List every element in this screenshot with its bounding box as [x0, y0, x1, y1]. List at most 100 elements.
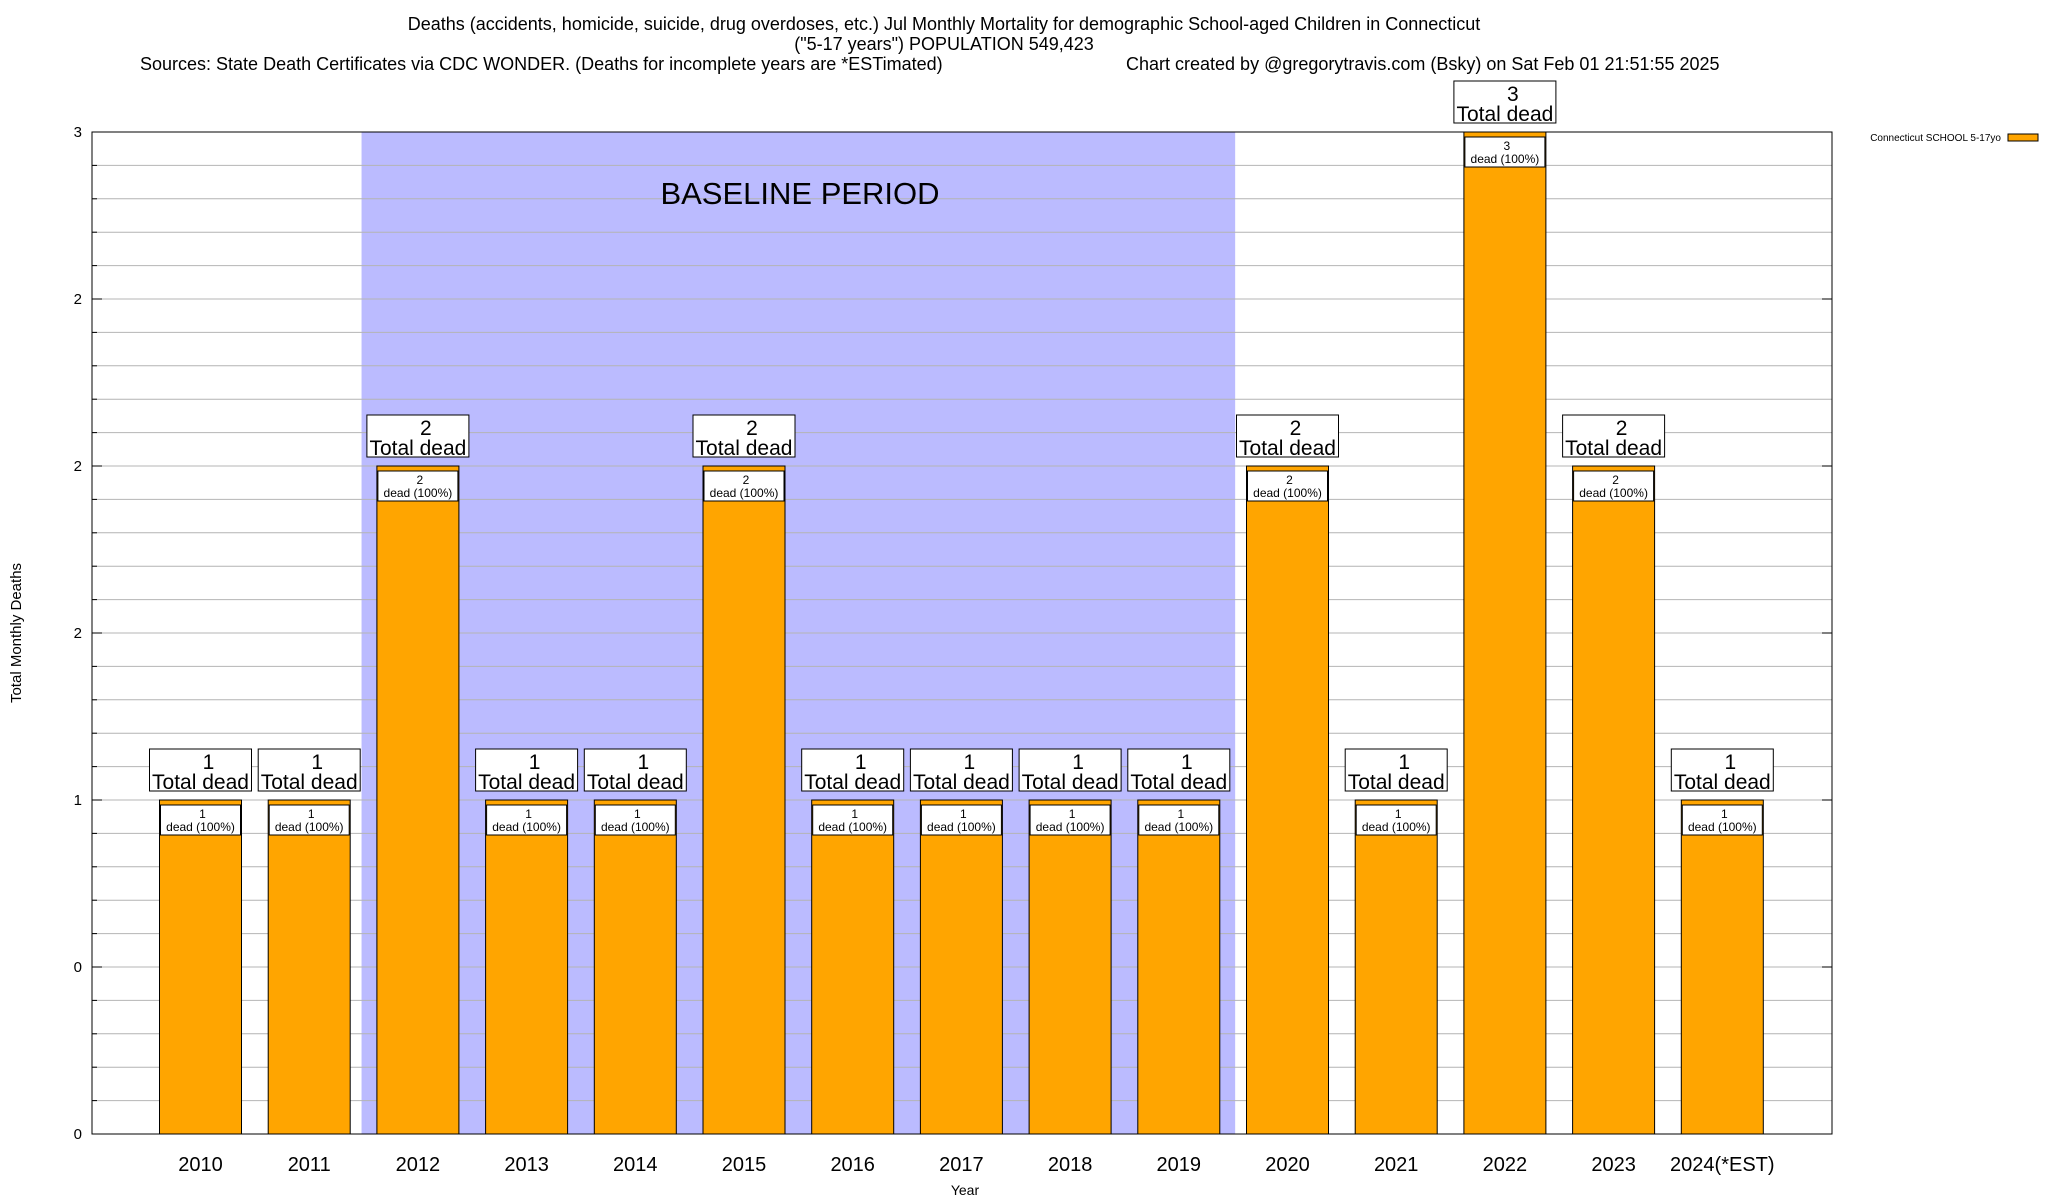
x-tick-label: 2023	[1591, 1154, 1636, 1176]
bar-total-box	[1562, 414, 1666, 458]
bar-inner-label: dead (100%)	[384, 486, 453, 500]
bar-inner-count: 1	[1069, 807, 1076, 821]
bar-total-value: 2	[746, 417, 758, 440]
bar-inner-label: dead (100%)	[927, 820, 996, 834]
bar-inner-count: 1	[308, 807, 315, 821]
bar-total-value: 1	[203, 751, 215, 774]
x-tick-label: 2020	[1265, 1154, 1310, 1176]
x-tick-label: 2021	[1374, 1154, 1419, 1176]
bar-total-value: 2	[1290, 417, 1302, 440]
x-tick-label: 2024(*EST)	[1670, 1154, 1775, 1176]
bar-total-value: 1	[1072, 751, 1084, 774]
y-tick-label: 2	[74, 458, 82, 475]
chart-credit: Chart created by @gregorytravis.com (Bsk…	[1126, 54, 1720, 74]
bar-inner-count: 1	[525, 807, 532, 821]
bar-inner-count: 1	[634, 807, 641, 821]
bar-total-box	[692, 414, 796, 458]
x-tick-label: 2012	[396, 1154, 441, 1176]
bar-inner-label: dead (100%)	[818, 820, 887, 834]
legend-label: Connecticut SCHOOL 5-17yo	[1870, 133, 2001, 144]
bar-total-label: Total dead	[696, 437, 793, 460]
y-tick-label: 0	[74, 959, 82, 976]
bar-inner-label-box	[703, 470, 785, 502]
y-tick-label: 2	[74, 625, 82, 642]
chart-sources: Sources: State Death Certificates via CD…	[140, 54, 943, 74]
y-tick-label: 0	[74, 1126, 82, 1143]
bar-total-label: Total dead	[587, 771, 684, 794]
bar-total-value: 1	[637, 751, 649, 774]
bar-2016	[811, 799, 895, 1135]
bar-2023	[1572, 465, 1656, 1135]
x-tick-label: 2014	[613, 1154, 658, 1176]
bar-total-box	[149, 748, 252, 792]
bar-inner-label: dead (100%)	[1471, 152, 1540, 166]
bar-total-box	[1127, 748, 1231, 792]
bar-inner-label: dead (100%)	[1579, 486, 1648, 500]
bar-2013	[485, 799, 569, 1135]
bar-inner-label: dead (100%)	[1688, 820, 1757, 834]
bar-total-value: 1	[1398, 751, 1410, 774]
bar-total-value: 1	[964, 751, 976, 774]
bar-2020	[1246, 465, 1329, 1135]
bar-inner-label: dead (100%)	[1362, 820, 1431, 834]
bar-inner-count: 2	[417, 473, 424, 487]
bar-inner-label: dead (100%)	[1036, 820, 1105, 834]
bar-inner-label-box	[594, 804, 676, 836]
bar-total-label: Total dead	[1239, 437, 1336, 460]
bar-total-box	[801, 748, 905, 792]
bar-inner-count: 1	[851, 807, 858, 821]
bar-2018	[1028, 799, 1112, 1135]
bar-inner-count: 2	[1612, 473, 1619, 487]
bar-total-box	[583, 748, 687, 792]
y-tick-label: 2	[74, 291, 82, 308]
bar-total-label: Total dead	[1348, 771, 1445, 794]
x-tick-label: 2015	[722, 1154, 767, 1176]
bar-2014	[593, 799, 677, 1135]
bar-total-value: 3	[1507, 83, 1519, 106]
bar-total-box	[1453, 80, 1557, 124]
bar-inner-count: 1	[1721, 807, 1728, 821]
bar-total-label: Total dead	[1565, 437, 1662, 460]
bar-inner-label-box	[812, 804, 894, 836]
bar-2015	[702, 465, 786, 1135]
y-axis-title: Total Monthly Deaths	[8, 563, 25, 703]
bar-2021	[1354, 799, 1438, 1135]
bar-2010	[159, 799, 242, 1135]
bar-2012	[376, 465, 460, 1135]
bar-total-value: 2	[1616, 417, 1628, 440]
baseline-band-label: BASELINE PERIOD	[660, 176, 939, 211]
bar-total-box	[1018, 748, 1122, 792]
bar-inner-count: 1	[960, 807, 967, 821]
bar-inner-label-box	[920, 804, 1002, 836]
bar-total-label: Total dead	[369, 437, 466, 460]
bar-inner-count: 3	[1504, 139, 1511, 153]
bar-inner-label-box	[1247, 470, 1328, 502]
bar-total-label: Total dead	[478, 771, 575, 794]
bar-inner-label-box	[1573, 470, 1655, 502]
bar-total-box	[475, 748, 579, 792]
bar-total-label: Total dead	[1130, 771, 1227, 794]
bar-total-box	[1344, 748, 1448, 792]
bar-inner-label: dead (100%)	[275, 820, 344, 834]
bar-2019	[1137, 799, 1221, 1135]
bar-inner-label: dead (100%)	[1144, 820, 1213, 834]
bar-inner-label-box	[160, 804, 241, 836]
bar-inner-count: 2	[1286, 473, 1293, 487]
bar-total-box	[1236, 414, 1339, 458]
bar-total-label: Total dead	[1674, 771, 1771, 794]
chart-title-line-2: ("5-17 years") POPULATION 549,423	[794, 34, 1094, 54]
bar-total-value: 1	[311, 751, 323, 774]
x-axis-title: Year	[951, 1182, 980, 1198]
bar-inner-count: 1	[1395, 807, 1402, 821]
bar-2024(*EST)	[1680, 799, 1764, 1135]
bar-total-label: Total dead	[1022, 771, 1119, 794]
x-tick-label: 2017	[939, 1154, 984, 1176]
bar-inner-label-box	[1681, 804, 1763, 836]
bar-inner-label: dead (100%)	[492, 820, 561, 834]
bar-inner-count: 1	[199, 807, 206, 821]
bar-total-label: Total dead	[1456, 103, 1553, 126]
bar-2022	[1463, 131, 1547, 1135]
bar-inner-label-box	[377, 470, 459, 502]
bar-total-value: 2	[420, 417, 432, 440]
